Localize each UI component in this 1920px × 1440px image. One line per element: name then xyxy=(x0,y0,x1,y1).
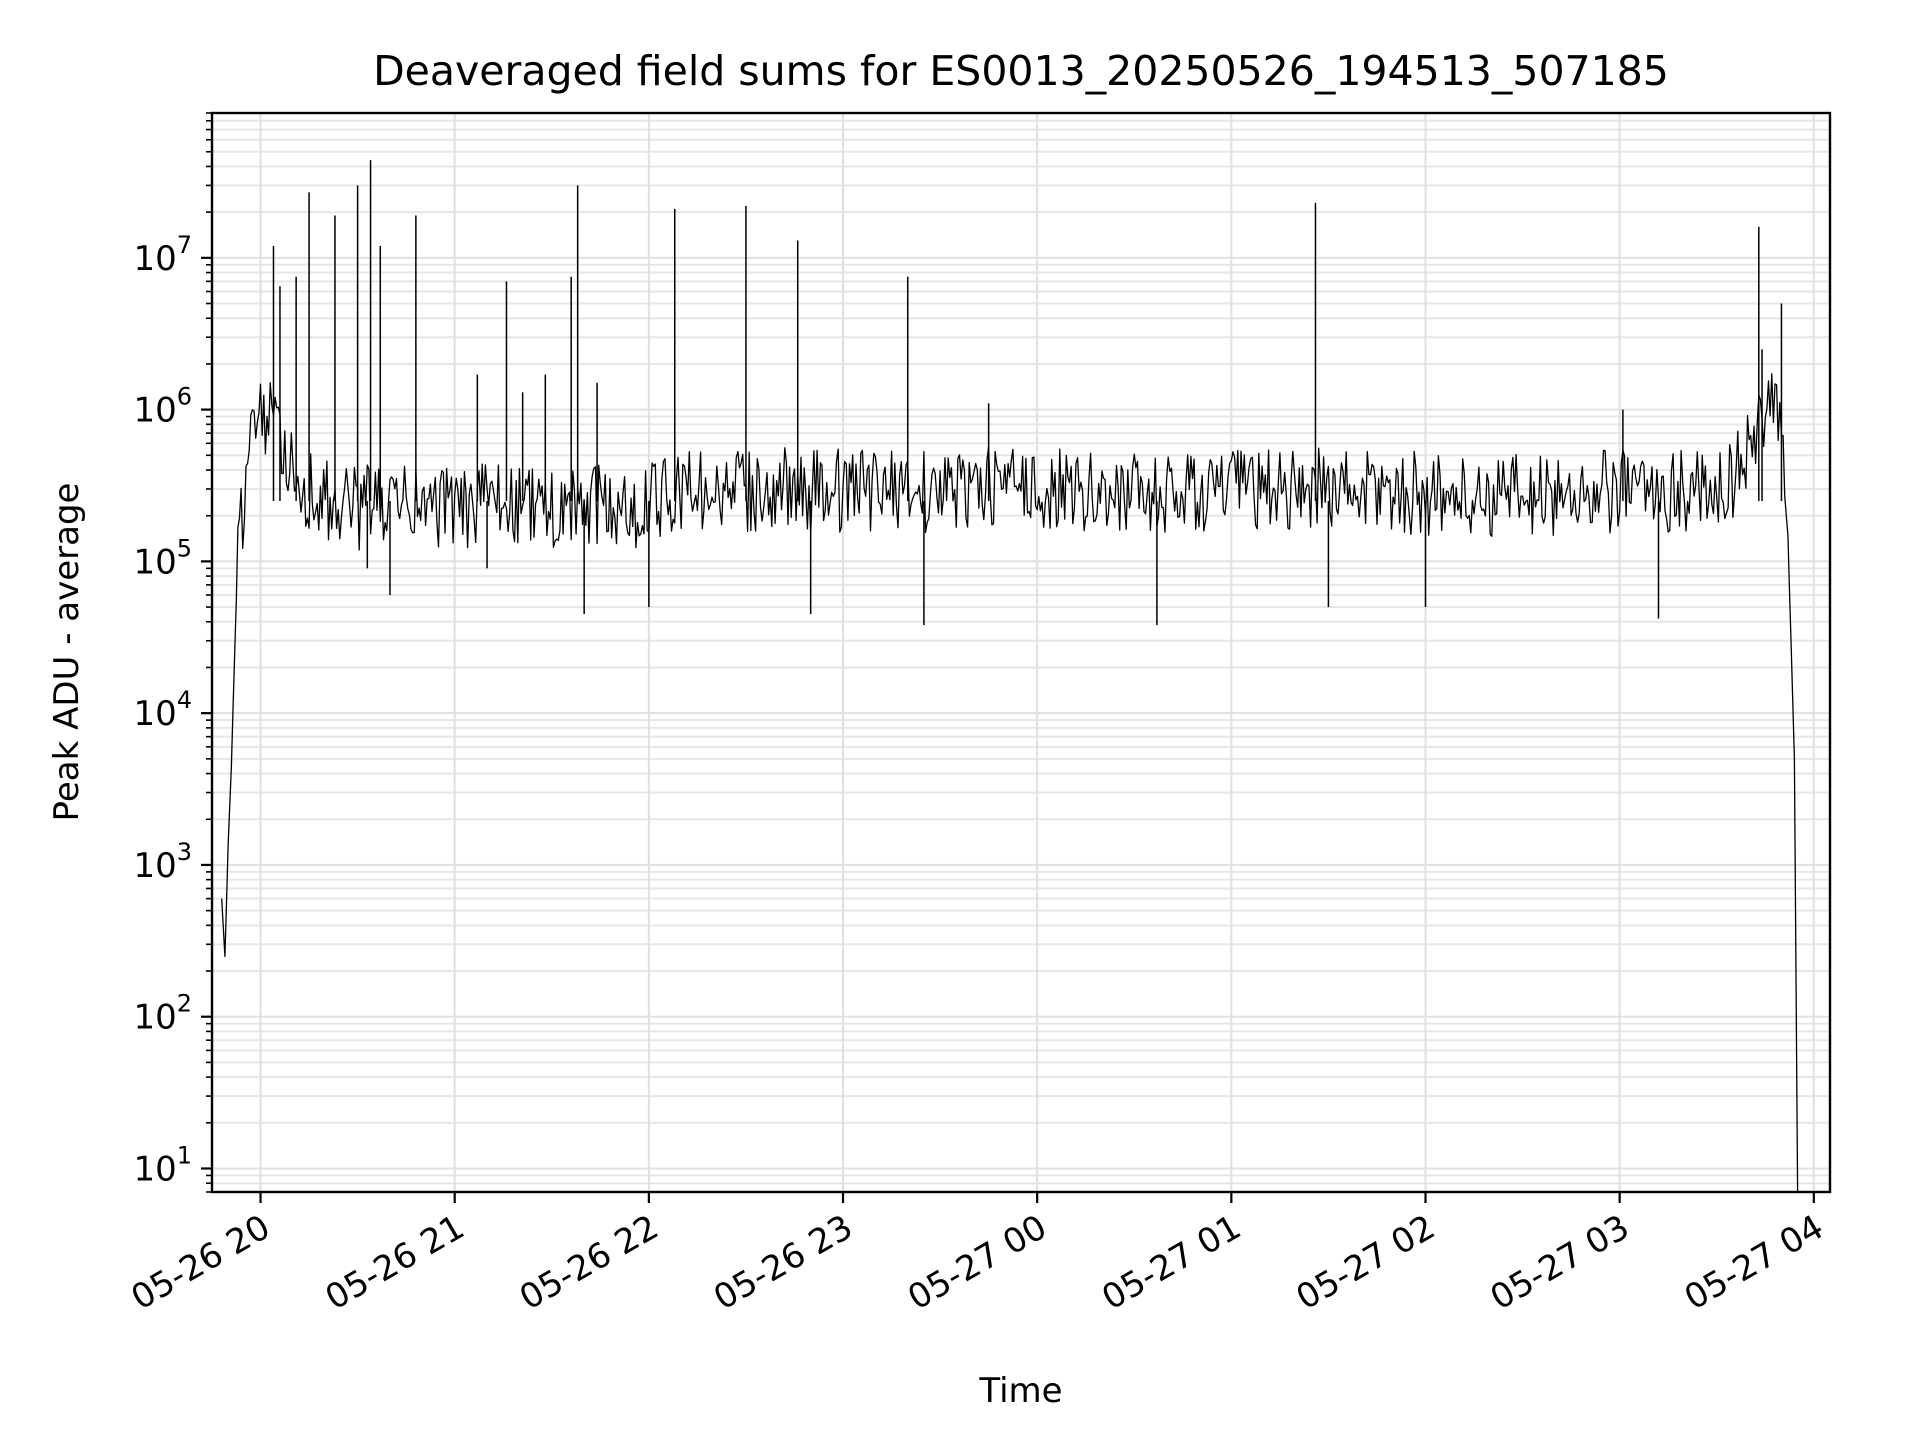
y-axis-label: Peak ADU - average xyxy=(47,483,87,822)
plot-frame xyxy=(210,111,1832,1194)
chart-title: Deaveraged field sums for ES0013_2025052… xyxy=(373,47,1669,95)
y-tick-label: 102 xyxy=(133,990,192,1038)
y-tick-label: 105 xyxy=(133,534,192,582)
y-tick-label: 101 xyxy=(133,1141,192,1189)
grid xyxy=(212,112,1830,1193)
y-tick-label: 106 xyxy=(133,383,192,431)
y-tick-label: 107 xyxy=(133,231,192,279)
y-axis: 101 102 103 104 105 106 107 xyxy=(133,112,212,1193)
y-tick-label: 104 xyxy=(133,686,192,734)
series-layer xyxy=(221,160,1799,1193)
x-axis-label: Time xyxy=(978,1371,1062,1411)
series-line xyxy=(221,373,1799,1193)
y-tick-label: 103 xyxy=(133,838,192,886)
